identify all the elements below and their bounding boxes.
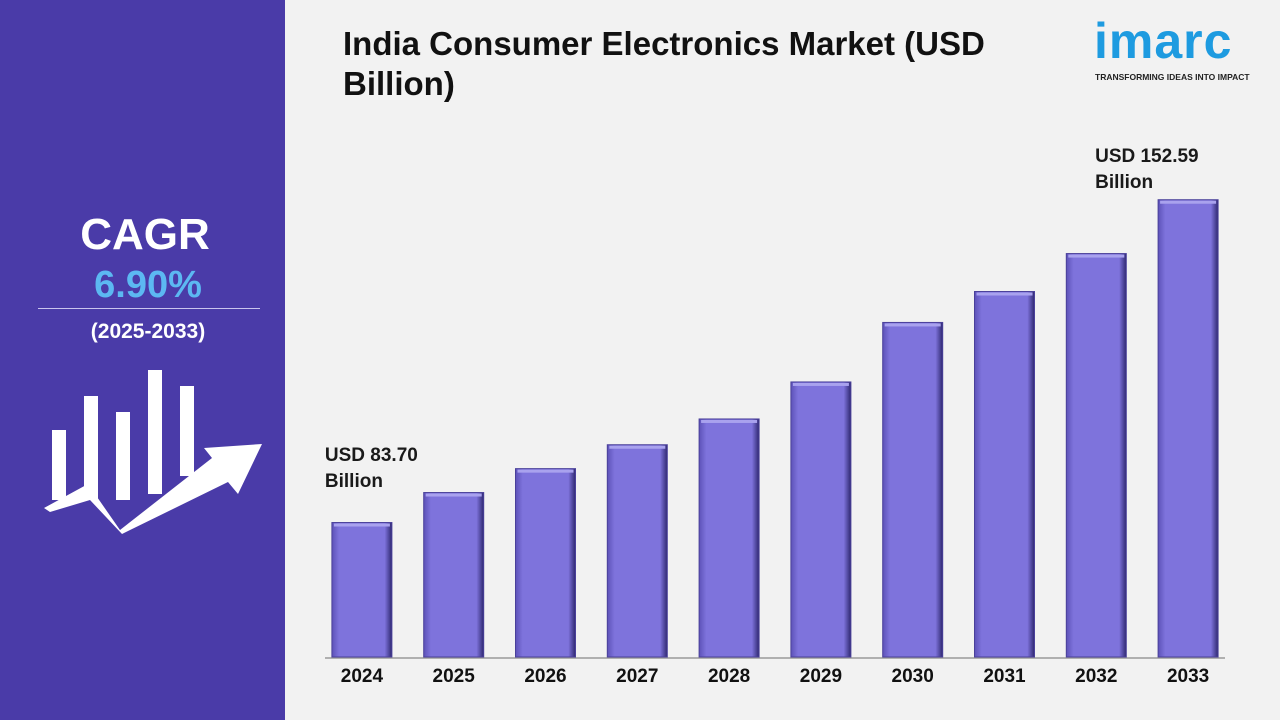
- bar: [331, 522, 393, 658]
- x-tick-label: 2030: [892, 666, 934, 687]
- logo-tagline: TRANSFORMING IDEAS INTO IMPACT: [1095, 72, 1250, 82]
- bar: [698, 418, 760, 658]
- bar: [606, 444, 668, 658]
- x-tick-label: 2029: [800, 666, 842, 687]
- bar: [423, 492, 485, 658]
- bar: [790, 381, 852, 658]
- cagr-value: 6.90%: [94, 264, 202, 306]
- bar-highlight: [976, 292, 1033, 296]
- bar: [882, 321, 944, 658]
- x-tick-label: 2031: [983, 666, 1026, 687]
- bar: [1065, 253, 1127, 658]
- x-tick-label: 2028: [708, 666, 750, 687]
- bar-highlight: [609, 445, 666, 449]
- bar-highlight: [1160, 200, 1217, 204]
- value-label: USD 152.59 Billion: [1095, 145, 1199, 193]
- cagr-label: CAGR: [80, 210, 210, 259]
- x-tick-label: 2026: [524, 666, 566, 687]
- cagr-period: (2025-2033): [90, 320, 206, 343]
- x-tick-label: 2024: [341, 666, 384, 687]
- bar-highlight: [425, 493, 482, 497]
- bar-highlight: [1068, 254, 1125, 258]
- divider: [38, 308, 260, 309]
- growth-icon: [44, 370, 262, 534]
- bar: [1157, 199, 1219, 658]
- bar-highlight: [333, 523, 390, 527]
- x-tick-label: 2033: [1167, 666, 1209, 687]
- chart-title: India Consumer Electronics Market (USD B…: [343, 25, 985, 102]
- bar: [974, 291, 1035, 658]
- bar: [515, 468, 576, 658]
- bar-highlight: [701, 419, 758, 423]
- value-label: USD 83.70 Billion: [324, 444, 418, 492]
- x-tick-label: 2032: [1075, 666, 1117, 687]
- sidebar: CAGR 6.90% (2025-2033): [0, 0, 285, 720]
- bar-highlight: [884, 323, 941, 327]
- x-tick-label: 2025: [433, 666, 476, 687]
- bar-highlight: [517, 469, 574, 473]
- bar-highlight: [792, 382, 849, 386]
- logo: imarc: [1094, 13, 1233, 69]
- x-tick-label: 2027: [616, 666, 658, 687]
